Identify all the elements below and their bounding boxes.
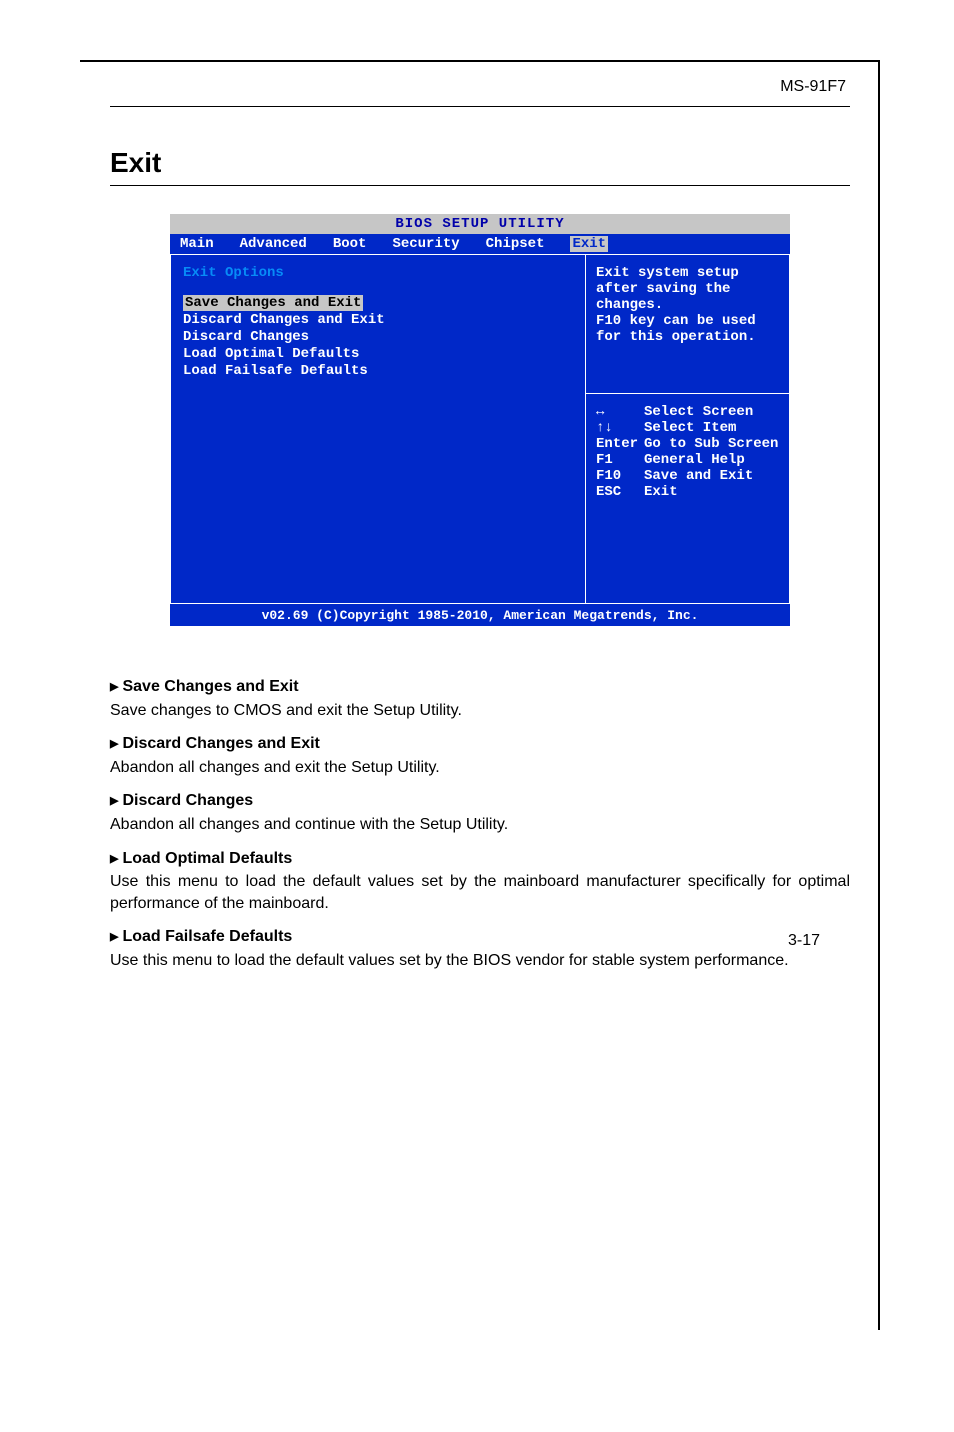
bios-left-heading: Exit Options — [183, 265, 573, 281]
bios-key-row: Enter Go to Sub Screen — [596, 436, 779, 452]
desc-title-save-exit: Save Changes and Exit — [110, 676, 850, 698]
bios-key-f10: F10 — [596, 468, 644, 484]
header-rule — [110, 106, 850, 107]
bios-key-f1: F1 — [596, 452, 644, 468]
bios-tab-boot[interactable]: Boot — [333, 236, 367, 252]
desc-body: Abandon all changes and continue with th… — [110, 814, 850, 836]
header-device-id: MS-91F7 — [110, 78, 850, 96]
bios-right-panel: Exit system setup after saving the chang… — [585, 254, 790, 604]
bios-help-line: F10 key can be used — [596, 313, 779, 329]
bios-tab-chipset[interactable]: Chipset — [486, 236, 545, 252]
desc-title-discard: Discard Changes — [110, 790, 850, 812]
bios-key-arrows-h-icon: ↔ — [596, 404, 644, 420]
description-block: Save Changes and Exit Save changes to CM… — [110, 676, 850, 972]
bios-key-arrows-v-icon: ↑↓ — [596, 420, 644, 436]
page: MS-91F7 Exit BIOS SETUP UTILITY Main Adv… — [110, 78, 850, 972]
desc-body: Abandon all changes and exit the Setup U… — [110, 757, 850, 779]
bios-tab-bar: Main Advanced Boot Security Chipset Exit — [170, 234, 790, 254]
bios-key-row: F1 General Help — [596, 452, 779, 468]
bios-option-discard[interactable]: Discard Changes — [183, 329, 573, 345]
bios-help-line: for this operation. — [596, 329, 779, 345]
desc-title-discard-exit: Discard Changes and Exit — [110, 733, 850, 755]
bios-key-desc: Exit — [644, 484, 678, 500]
bios-option-optimal[interactable]: Load Optimal Defaults — [183, 346, 573, 362]
bios-tab-advanced[interactable]: Advanced — [240, 236, 307, 252]
bios-key-row: ↑↓ Select Item — [596, 420, 779, 436]
bios-tab-exit[interactable]: Exit — [570, 236, 608, 252]
bios-key-esc: ESC — [596, 484, 644, 500]
page-number: 3-17 — [788, 932, 820, 950]
bios-key-desc: General Help — [644, 452, 745, 468]
bios-copyright: v02.69 (C)Copyright 1985-2010, American … — [170, 604, 790, 626]
bios-key-enter: Enter — [596, 436, 644, 452]
bios-help-line: changes. — [596, 297, 779, 313]
bios-title: BIOS SETUP UTILITY — [170, 214, 790, 234]
bios-key-desc: Select Screen — [644, 404, 753, 420]
bios-window: BIOS SETUP UTILITY Main Advanced Boot Se… — [170, 214, 790, 626]
bios-key-desc: Go to Sub Screen — [644, 436, 778, 452]
section-title: Exit — [110, 147, 850, 179]
bios-option-discard-exit[interactable]: Discard Changes and Exit — [183, 312, 573, 328]
bios-option-save-exit[interactable]: Save Changes and Exit — [183, 295, 363, 311]
bios-key-row: F10 Save and Exit — [596, 468, 779, 484]
bios-key-row: ↔ Select Screen — [596, 404, 779, 420]
bios-key-desc: Save and Exit — [644, 468, 753, 484]
desc-body: Use this menu to load the default values… — [110, 950, 850, 972]
bios-tab-security[interactable]: Security — [392, 236, 459, 252]
desc-title-optimal: Load Optimal Defaults — [110, 848, 850, 870]
bios-left-panel: Exit Options Save Changes and Exit Disca… — [170, 254, 585, 604]
desc-body: Use this menu to load the default values… — [110, 871, 850, 914]
bios-key-desc: Select Item — [644, 420, 736, 436]
bios-key-row: ESC Exit — [596, 484, 779, 500]
bios-help-line: Exit system setup — [596, 265, 779, 281]
desc-title-failsafe: Load Failsafe Defaults — [110, 926, 850, 948]
bios-tab-main[interactable]: Main — [180, 236, 214, 252]
bios-help-line: after saving the — [596, 281, 779, 297]
bios-right-divider — [586, 393, 789, 394]
title-rule — [110, 185, 850, 186]
desc-body: Save changes to CMOS and exit the Setup … — [110, 700, 850, 722]
bios-body: Exit Options Save Changes and Exit Disca… — [170, 254, 790, 604]
bios-option-failsafe[interactable]: Load Failsafe Defaults — [183, 363, 573, 379]
